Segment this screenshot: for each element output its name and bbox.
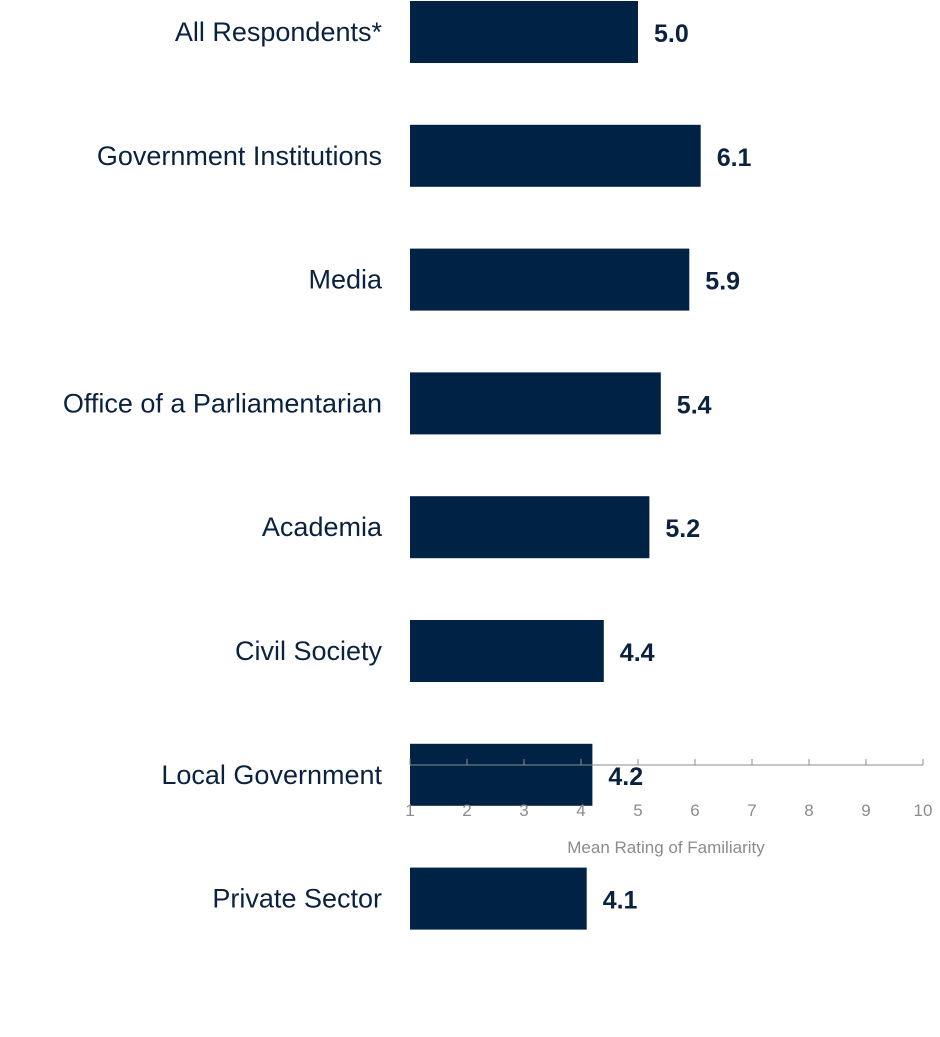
category-label: Civil Society: [235, 636, 383, 666]
x-tick-label: 6: [690, 801, 699, 820]
x-tick-label: 3: [519, 801, 528, 820]
bar: [410, 1, 638, 63]
bar: [410, 372, 661, 435]
x-tick-label: 4: [576, 801, 585, 820]
x-tick-label: 5: [633, 801, 642, 820]
category-label: All Respondents*: [175, 17, 383, 47]
category-label: Private Sector: [212, 884, 382, 914]
x-tick-label: 9: [861, 801, 870, 820]
data-label: 6.1: [717, 144, 752, 172]
x-tick-label: 10: [914, 801, 933, 820]
category-label: Academia: [262, 512, 383, 542]
data-label: 5.0: [654, 20, 689, 48]
x-tick-label: 2: [462, 801, 471, 820]
data-label: 5.9: [705, 268, 740, 296]
data-label: 4.1: [603, 887, 638, 915]
x-axis: 1 2 3 4 5 6 7 8 9 10: [405, 759, 932, 820]
bar: [410, 124, 701, 187]
category-label: Local Government: [161, 760, 382, 790]
data-label: 5.2: [665, 515, 700, 543]
data-label: 5.4: [677, 391, 712, 419]
data-label: 4.2: [608, 763, 643, 791]
category-label: Government Institutions: [97, 141, 382, 171]
category-label: Media: [308, 265, 383, 295]
x-tick-label: 7: [747, 801, 756, 820]
bars-layer: All Respondents* 5.0 Government Institutio…: [63, 1, 752, 930]
bar: [410, 867, 587, 930]
bar: [410, 743, 593, 806]
bar: [410, 248, 690, 311]
data-label: 4.4: [620, 639, 655, 667]
x-axis-title: Mean Rating of Familiarity: [567, 838, 765, 857]
x-tick-label: 1: [405, 801, 414, 820]
bar: [410, 496, 650, 559]
bar: [410, 620, 604, 682]
category-label: Office of a Parliamentarian: [63, 388, 382, 418]
x-tick-label: 8: [804, 801, 813, 820]
